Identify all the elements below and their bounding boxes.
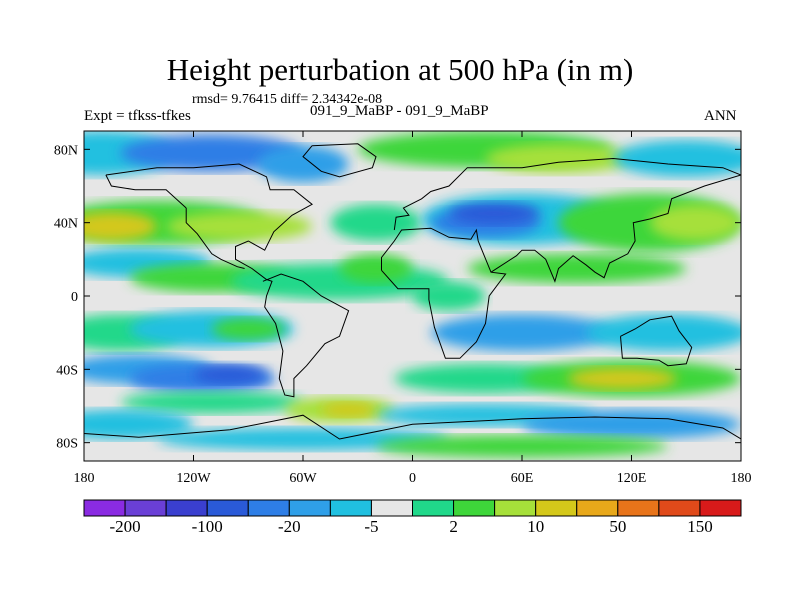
contour-region — [257, 145, 349, 183]
y-tick-label: 40S — [56, 363, 78, 378]
colorbar-label: 150 — [687, 517, 713, 536]
season-label: ANN — [704, 108, 737, 124]
chart-title: Height perturbation at 500 hPa (in m) — [166, 52, 634, 87]
coastline-path — [84, 414, 741, 440]
x-tick-label: 120W — [176, 471, 211, 486]
contour-region — [485, 143, 632, 174]
colorbar-swatch — [535, 499, 578, 517]
contour-region — [412, 281, 486, 311]
contour-region — [330, 204, 422, 242]
colorbar-swatch — [370, 499, 413, 517]
colorbar-label: -20 — [278, 517, 301, 536]
contour-region — [166, 211, 313, 241]
x-tick-label: 60E — [511, 471, 534, 486]
coastline-path — [490, 174, 741, 283]
contour-region — [649, 204, 741, 242]
x-tick-label: 180 — [74, 471, 95, 486]
x-tick-label: 0 — [409, 471, 416, 486]
colorbar-swatch — [576, 499, 619, 517]
colorbar: -200 -100 -20 -5 2 10 50 150 — [83, 499, 742, 536]
coastline-path — [393, 157, 741, 231]
colorbar-swatch — [124, 499, 167, 517]
axes: 180 120W 60W 0 60E 120E 180 80N 40N 0 40S 80S — [54, 131, 752, 486]
colorbar-swatch — [658, 499, 701, 517]
colorbar-swatch — [165, 499, 208, 517]
colorbar-swatch — [494, 499, 537, 517]
colorbar-swatch — [453, 499, 496, 517]
colorbar-swatch — [329, 499, 372, 517]
stats-text: rmsd= 9.76415 diff= 2.34342e-08 — [192, 92, 383, 107]
colorbar-label: -100 — [192, 517, 223, 536]
contour-region — [84, 211, 157, 241]
contour-region — [339, 253, 413, 284]
colorbar-swatch — [206, 499, 249, 517]
colorbar-swatch — [699, 499, 742, 517]
colorbar-swatch — [288, 499, 331, 517]
coastline-path — [620, 315, 693, 367]
map-field — [84, 131, 741, 461]
colorbar-label: -200 — [109, 517, 140, 536]
contour-region — [321, 402, 376, 417]
contour-region — [467, 253, 687, 284]
contour-region — [522, 409, 741, 440]
contour-region — [211, 318, 285, 340]
colorbar-swatch — [83, 499, 126, 517]
coastline-path — [302, 143, 377, 178]
x-tick-label: 60W — [289, 471, 317, 486]
contour-region — [567, 367, 678, 390]
contour-region — [376, 435, 668, 458]
coastline-path — [105, 174, 187, 209]
contour-region — [613, 140, 741, 177]
y-tick-label: 80S — [56, 437, 78, 452]
contour-region — [120, 391, 303, 414]
coastline-path — [185, 208, 245, 269]
contour-region — [193, 365, 267, 385]
colorbar-swatch — [412, 499, 455, 517]
colorbar-swatch — [617, 499, 660, 517]
y-tick-label: 40N — [54, 217, 78, 232]
colorbar-label: -5 — [364, 517, 378, 536]
contour-region — [394, 363, 577, 394]
experiment-label: Expt = tfkss-tfkes — [84, 108, 191, 124]
contour-region — [84, 409, 194, 439]
colorbar-label: 50 — [609, 517, 626, 536]
coastline-path — [381, 227, 507, 359]
y-tick-label: 80N — [54, 143, 78, 158]
x-tick-label: 180 — [731, 471, 752, 486]
coastline-path — [105, 163, 350, 398]
contour-region — [585, 314, 741, 351]
contour-region — [120, 134, 303, 172]
coastline — [84, 143, 741, 440]
colorbar-label: 2 — [449, 517, 458, 536]
contour-region — [449, 202, 541, 225]
runs-label: 091_9_MaBP - 091_9_MaBP — [310, 103, 489, 119]
contour-region — [157, 428, 449, 450]
colorbar-swatch — [247, 499, 290, 517]
y-tick-label: 0 — [71, 290, 78, 305]
colorbar-label: 10 — [527, 517, 544, 536]
x-tick-label: 120E — [617, 471, 647, 486]
